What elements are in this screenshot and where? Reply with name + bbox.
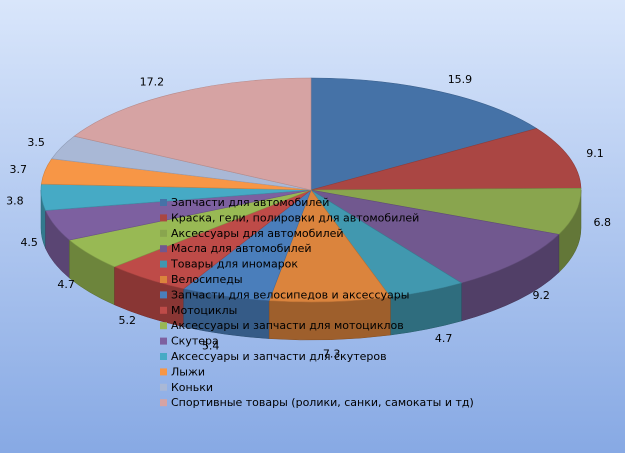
legend-swatch-11 bbox=[160, 368, 167, 376]
data-label-8: 4.7 bbox=[57, 278, 75, 291]
legend-entry-11: Лыжи bbox=[171, 365, 205, 378]
legend-swatch-6 bbox=[160, 291, 167, 299]
data-label-11: 3.7 bbox=[10, 163, 28, 176]
legend-entry-5: Велосипеды bbox=[171, 273, 243, 286]
legend-entry-1: Краска, гели, полировки для автомобилей bbox=[171, 211, 419, 224]
legend-entry-4: Товары для иномарок bbox=[170, 258, 298, 271]
pie-slice-0 bbox=[310, 77, 538, 191]
data-label-1: 9.1 bbox=[586, 147, 604, 160]
legend-swatch-5 bbox=[160, 276, 167, 283]
data-label-7: 5.2 bbox=[118, 314, 136, 327]
legend-entry-2: Аксессуары для автомобилей bbox=[171, 227, 344, 240]
data-label-2: 6.8 bbox=[593, 216, 611, 229]
pie-sides bbox=[40, 189, 582, 341]
legend-entry-7: Мотоциклы bbox=[171, 304, 237, 317]
legend-entry-3: Масла для автомобилей bbox=[171, 242, 312, 255]
pie-slices bbox=[40, 77, 582, 303]
legend-entry-12: Коньки bbox=[171, 381, 213, 394]
legend-swatch-9 bbox=[160, 337, 167, 345]
data-label-13: 17.2 bbox=[140, 76, 165, 89]
legend-swatch-8 bbox=[160, 322, 167, 330]
data-label-6: 5.4 bbox=[202, 339, 220, 352]
legend-entry-8: Аксессуары и запчасти для мотоциклов bbox=[171, 319, 404, 332]
data-labels: 15.9 9.1 6.8 9.2 4.7 7.3 5.4 5.2 4.7 4.5 3.8 3.7 3.5… bbox=[6, 73, 611, 360]
legend-swatch-2 bbox=[160, 229, 167, 237]
pie-slice-13 bbox=[73, 77, 312, 191]
data-label-10: 3.8 bbox=[6, 195, 24, 208]
legend-entry-9: Скутера bbox=[171, 335, 219, 348]
data-label-3: 9.2 bbox=[532, 289, 550, 302]
pie-slice-1 bbox=[310, 128, 582, 191]
pie-slice-3 bbox=[310, 189, 560, 284]
legend-swatch-10 bbox=[160, 353, 167, 360]
pie-slice-5 bbox=[268, 189, 391, 303]
legend-swatch-3 bbox=[160, 245, 167, 253]
data-label-12: 3.5 bbox=[27, 136, 45, 149]
data-label-9: 4.5 bbox=[20, 236, 38, 249]
legend-entry-6: Запчасти для велосипедов и аксессуары bbox=[171, 288, 409, 301]
legend-entry-13: Спортивные товары (ролики, санки, самока… bbox=[171, 396, 474, 409]
legend-swatch-12 bbox=[160, 383, 167, 391]
legend-entry-0: Запчасти для автомобилей bbox=[171, 196, 329, 209]
legend: Запчасти для автомобилей Краска, гели, по… bbox=[160, 196, 474, 409]
legend-swatch-13 bbox=[160, 399, 167, 407]
legend-swatch-1 bbox=[160, 214, 167, 222]
pie-slice-2 bbox=[310, 187, 582, 235]
data-label-5: 7.3 bbox=[323, 348, 341, 361]
legend-swatch-7 bbox=[160, 306, 167, 314]
data-label-4: 4.7 bbox=[435, 332, 453, 345]
legend-entry-10: Аксессуары и запчасти для скутеров bbox=[171, 350, 387, 363]
legend-swatch-4 bbox=[160, 260, 167, 268]
legend-swatch-0 bbox=[160, 199, 167, 206]
data-label-0: 15.9 bbox=[448, 73, 473, 86]
